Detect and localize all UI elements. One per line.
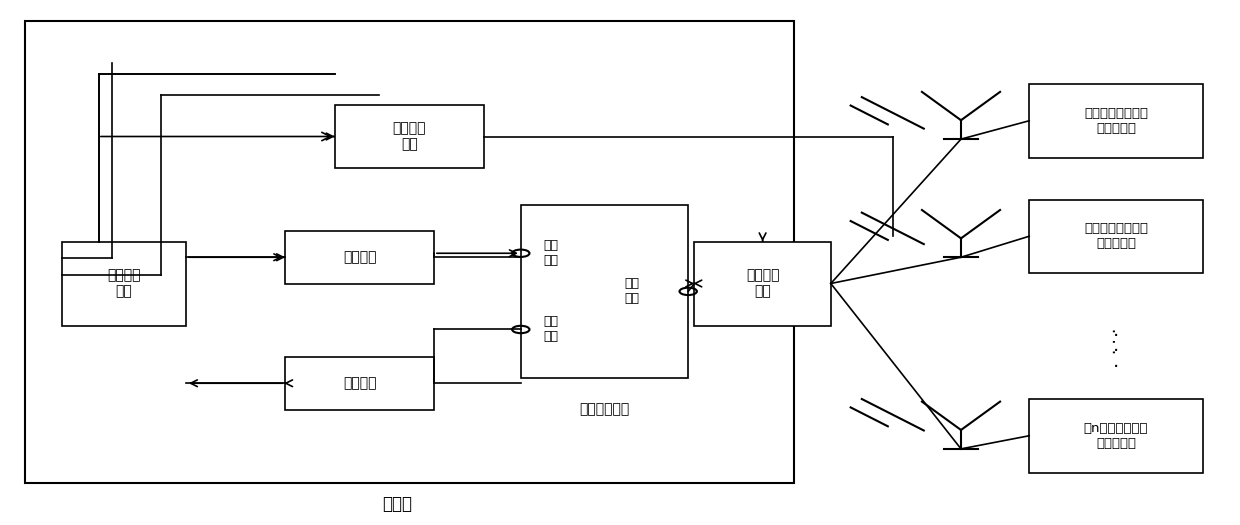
Text: · · ·: · · · (1107, 328, 1125, 354)
FancyBboxPatch shape (25, 21, 794, 483)
Text: ·: · (1112, 327, 1120, 345)
Text: 收发隔离模块: 收发隔离模块 (579, 403, 630, 416)
Text: 发射模块: 发射模块 (342, 250, 377, 264)
Text: 第一声表面波温度
传感器节点: 第一声表面波温度 传感器节点 (1084, 107, 1148, 135)
Text: 接收模块: 接收模块 (342, 376, 377, 390)
FancyBboxPatch shape (521, 205, 688, 378)
FancyBboxPatch shape (1029, 84, 1203, 158)
Text: 第三
端口: 第三 端口 (543, 316, 558, 343)
Text: 阵列天线
模块: 阵列天线 模块 (745, 268, 780, 299)
Text: 阅读器: 阅读器 (382, 495, 412, 513)
FancyBboxPatch shape (285, 231, 434, 284)
FancyBboxPatch shape (1029, 200, 1203, 273)
FancyBboxPatch shape (1029, 399, 1203, 472)
Text: ·: · (1112, 358, 1120, 377)
Text: 第一
端口: 第一 端口 (625, 277, 640, 306)
FancyBboxPatch shape (62, 242, 186, 326)
Text: ·: · (1112, 342, 1120, 361)
FancyBboxPatch shape (694, 242, 831, 326)
Text: 第n声表面波温度
传感器节点: 第n声表面波温度 传感器节点 (1084, 422, 1148, 450)
FancyBboxPatch shape (285, 357, 434, 410)
FancyBboxPatch shape (335, 105, 484, 168)
Text: 相位控制
模块: 相位控制 模块 (392, 121, 427, 152)
Text: 第二
端口: 第二 端口 (543, 239, 558, 267)
Text: 微控制器
模块: 微控制器 模块 (107, 268, 141, 299)
Text: 第二声表面波温度
传感器节点: 第二声表面波温度 传感器节点 (1084, 222, 1148, 250)
